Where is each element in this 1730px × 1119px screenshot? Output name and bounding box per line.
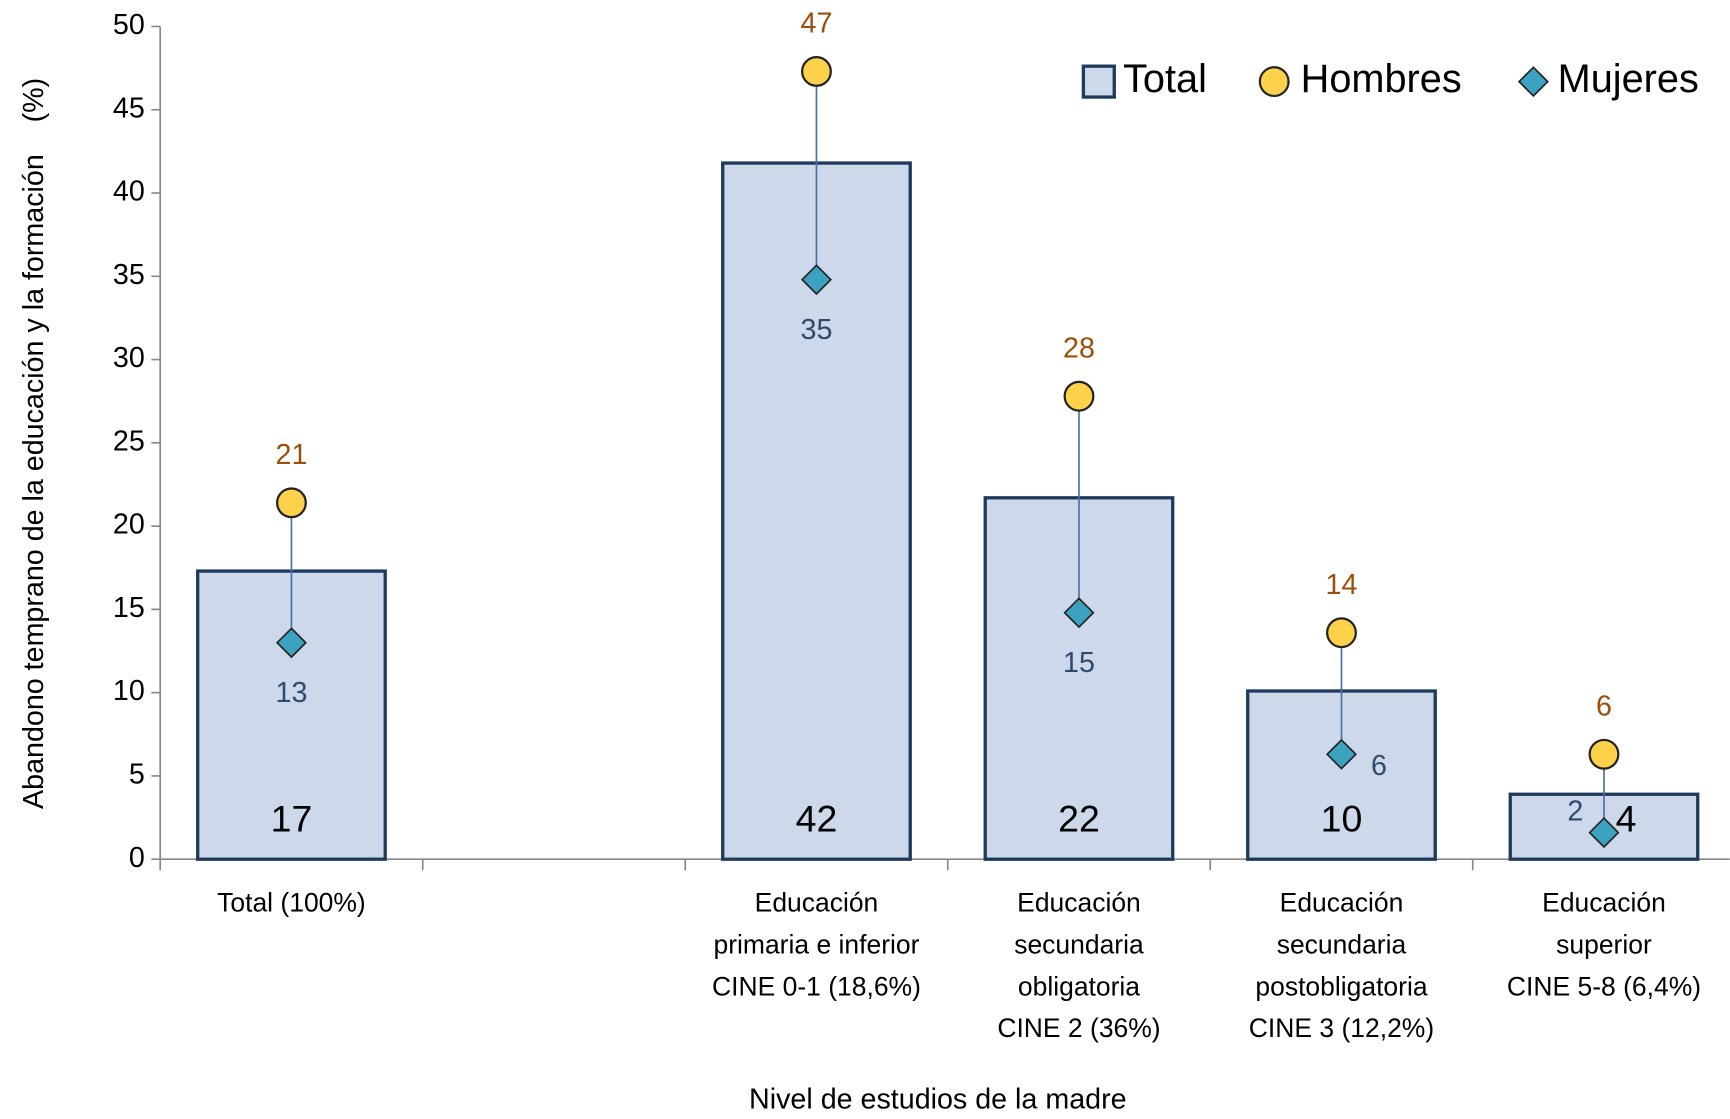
hombres-marker <box>1588 738 1620 770</box>
y-tick-label: 25 <box>113 425 145 457</box>
x-tick-label-line: secundaria <box>1014 929 1144 959</box>
mujeres-marker <box>1588 817 1620 849</box>
y-tick-label: 15 <box>113 592 145 624</box>
x-tick-label-line: Educación <box>1280 887 1404 917</box>
bar-value-label: 22 <box>1058 798 1100 840</box>
mujeres-value-label: 15 <box>1063 647 1095 679</box>
hombres-value-label: 14 <box>1326 569 1358 601</box>
y-axis-label: Abandono temprano de la educación y la f… <box>18 78 50 809</box>
mujeres-value-label: 35 <box>801 314 833 346</box>
legend-label: Mujeres <box>1558 57 1699 101</box>
x-tick-label-line: superior <box>1556 929 1652 959</box>
x-tick-label-line: CINE 0-1 (18,6%) <box>712 971 921 1001</box>
x-tick-label-line: CINE 3 (12,2%) <box>1249 1013 1434 1043</box>
y-tick-label: 40 <box>113 176 145 208</box>
mujeres-marker <box>800 264 832 296</box>
bar-value-label: 4 <box>1616 798 1637 840</box>
hombres-value-label: 21 <box>276 439 308 471</box>
legend-label: Hombres <box>1301 57 1462 101</box>
y-tick-label: 50 <box>113 9 145 41</box>
x-axis-label: Nivel de estudios de la madre <box>749 1083 1127 1114</box>
mujeres-value-label: 13 <box>276 677 308 709</box>
y-tick-label: 0 <box>129 842 145 874</box>
legend-swatch <box>1517 66 1549 98</box>
mujeres-marker <box>275 627 307 659</box>
x-tick-label-line: primaria e inferior <box>714 929 920 959</box>
hombres-marker <box>1063 380 1095 412</box>
x-tick-label: Educación primaria e inferior CINE 0-1 (18… <box>712 887 921 1001</box>
mujeres-marker <box>1063 597 1095 629</box>
legend-swatch <box>1258 66 1290 98</box>
y-tick-label: 5 <box>129 759 145 791</box>
x-tick-label-line: Total (100%) <box>217 887 366 917</box>
legend-label: Total <box>1123 57 1207 101</box>
y-tick-label: 45 <box>113 92 145 124</box>
hombres-value-label: 6 <box>1596 691 1612 723</box>
x-tick-label-line: Educación <box>1017 887 1141 917</box>
bar-value-label: 17 <box>271 798 313 840</box>
x-tick-label: Educación secundaria obligatoria CINE 2 (36… <box>997 887 1160 1043</box>
legend-swatch <box>1081 64 1116 99</box>
y-tick-label: 35 <box>113 259 145 291</box>
x-tick-label: Total (100%) <box>217 887 366 917</box>
hombres-value-label: 28 <box>1063 332 1095 364</box>
mujeres-value-label: 6 <box>1371 750 1387 782</box>
mujeres-marker <box>1325 738 1357 770</box>
hombres-marker <box>801 55 832 87</box>
y-tick-label: 30 <box>113 342 145 374</box>
bar-value-label: 42 <box>796 798 838 840</box>
x-tick-label-line: postobligatoria <box>1255 971 1427 1001</box>
x-tick-label-line: secundaria <box>1277 929 1407 959</box>
x-tick-label-line: Educación <box>1542 887 1666 917</box>
y-tick-label: 10 <box>113 675 145 707</box>
x-tick-label: Educación secundaria postobligatoria CINE 3… <box>1249 887 1434 1043</box>
y-tick-label: 20 <box>113 509 145 541</box>
x-tick-label-line: obligatoria <box>1018 971 1140 1001</box>
x-tick-label-line: Educación <box>755 887 879 917</box>
x-tick-label-line: CINE 5-8 (6,4%) <box>1507 971 1701 1001</box>
mujeres-value-label: 2 <box>1567 795 1583 827</box>
hombres-marker <box>276 487 307 519</box>
x-tick-label-line: CINE 2 (36%) <box>997 1013 1160 1043</box>
x-tick-label: Educación superior CINE 5-8 (6,4%) <box>1507 887 1701 1001</box>
bar-value-label: 10 <box>1321 798 1363 840</box>
hombres-value-label: 47 <box>801 8 833 40</box>
hombres-marker <box>1326 617 1357 649</box>
